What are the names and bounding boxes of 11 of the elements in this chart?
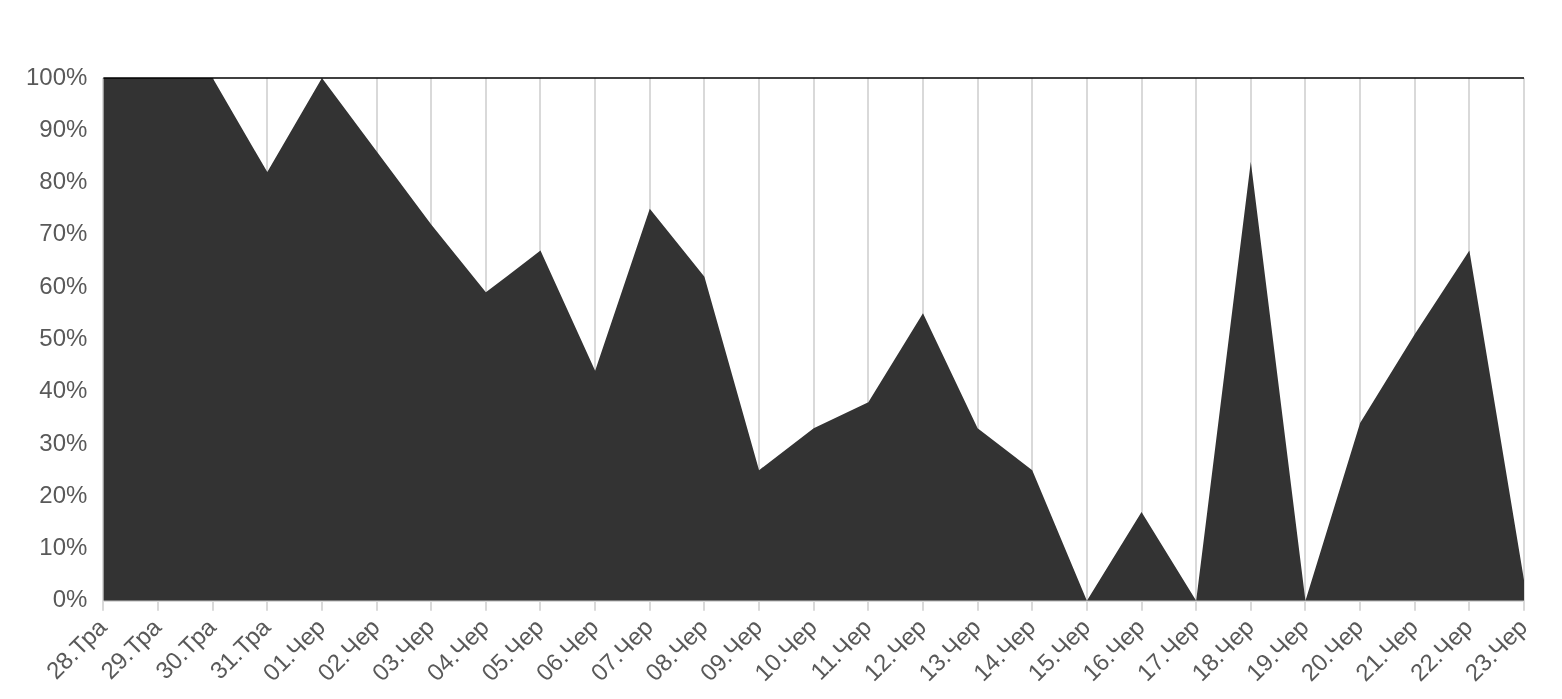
y-tick-label: 90% [39, 114, 88, 142]
y-tick-label: 10% [39, 533, 88, 561]
y-tick-label: 20% [39, 480, 88, 508]
y-tick-label: 0% [52, 585, 88, 613]
y-tick-label: 40% [39, 376, 88, 404]
y-tick-label: 70% [39, 219, 88, 247]
y-tick-label: 80% [39, 167, 88, 195]
y-tick-label: 60% [39, 271, 88, 299]
y-tick-label: 100% [25, 62, 88, 90]
y-tick-label: 50% [39, 324, 88, 352]
y-tick-label: 30% [39, 428, 88, 456]
